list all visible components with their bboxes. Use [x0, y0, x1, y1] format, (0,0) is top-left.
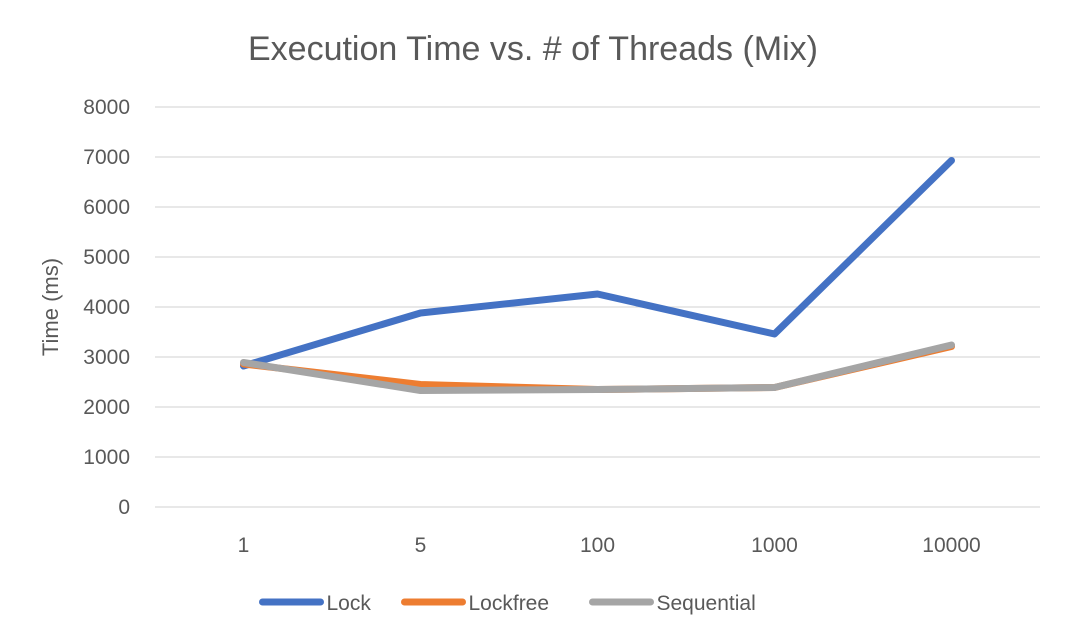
x-axis-ticks: 1 5 100 1000 10000 [238, 534, 981, 557]
x-tick-label: 5 [415, 534, 427, 557]
y-tick-label: 7000 [83, 146, 130, 169]
y-axis-ticks: 0 1000 2000 3000 4000 5000 6000 7000 8000 [83, 96, 130, 519]
legend: Lock Lockfree Sequential [259, 592, 756, 615]
x-tick-label: 100 [580, 534, 615, 557]
series-lines [240, 157, 955, 394]
y-tick-label: 2000 [83, 396, 130, 419]
x-tick-label: 10000 [922, 534, 980, 557]
x-tick-label: 1000 [751, 534, 798, 557]
chart-title: Execution Time vs. # of Threads (Mix) [248, 30, 818, 68]
x-tick-label: 1 [238, 534, 250, 557]
series-line-sequential [240, 341, 955, 394]
gridlines [155, 106, 1040, 508]
legend-item-lock: Lock [259, 592, 372, 615]
y-axis-label: Time (ms) [38, 258, 63, 356]
legend-item-sequential: Sequential [589, 592, 756, 615]
y-tick-label: 4000 [83, 296, 130, 319]
y-tick-label: 8000 [83, 96, 130, 119]
series-line-lock [240, 157, 955, 370]
y-tick-label: 1000 [83, 446, 130, 469]
legend-label: Lock [327, 592, 372, 615]
y-tick-label: 0 [118, 496, 130, 519]
legend-label: Sequential [657, 592, 756, 615]
y-tick-label: 3000 [83, 346, 130, 369]
legend-label: Lockfree [469, 592, 550, 615]
y-tick-label: 6000 [83, 196, 130, 219]
legend-item-lockfree: Lockfree [401, 592, 550, 615]
y-tick-label: 5000 [83, 246, 130, 269]
